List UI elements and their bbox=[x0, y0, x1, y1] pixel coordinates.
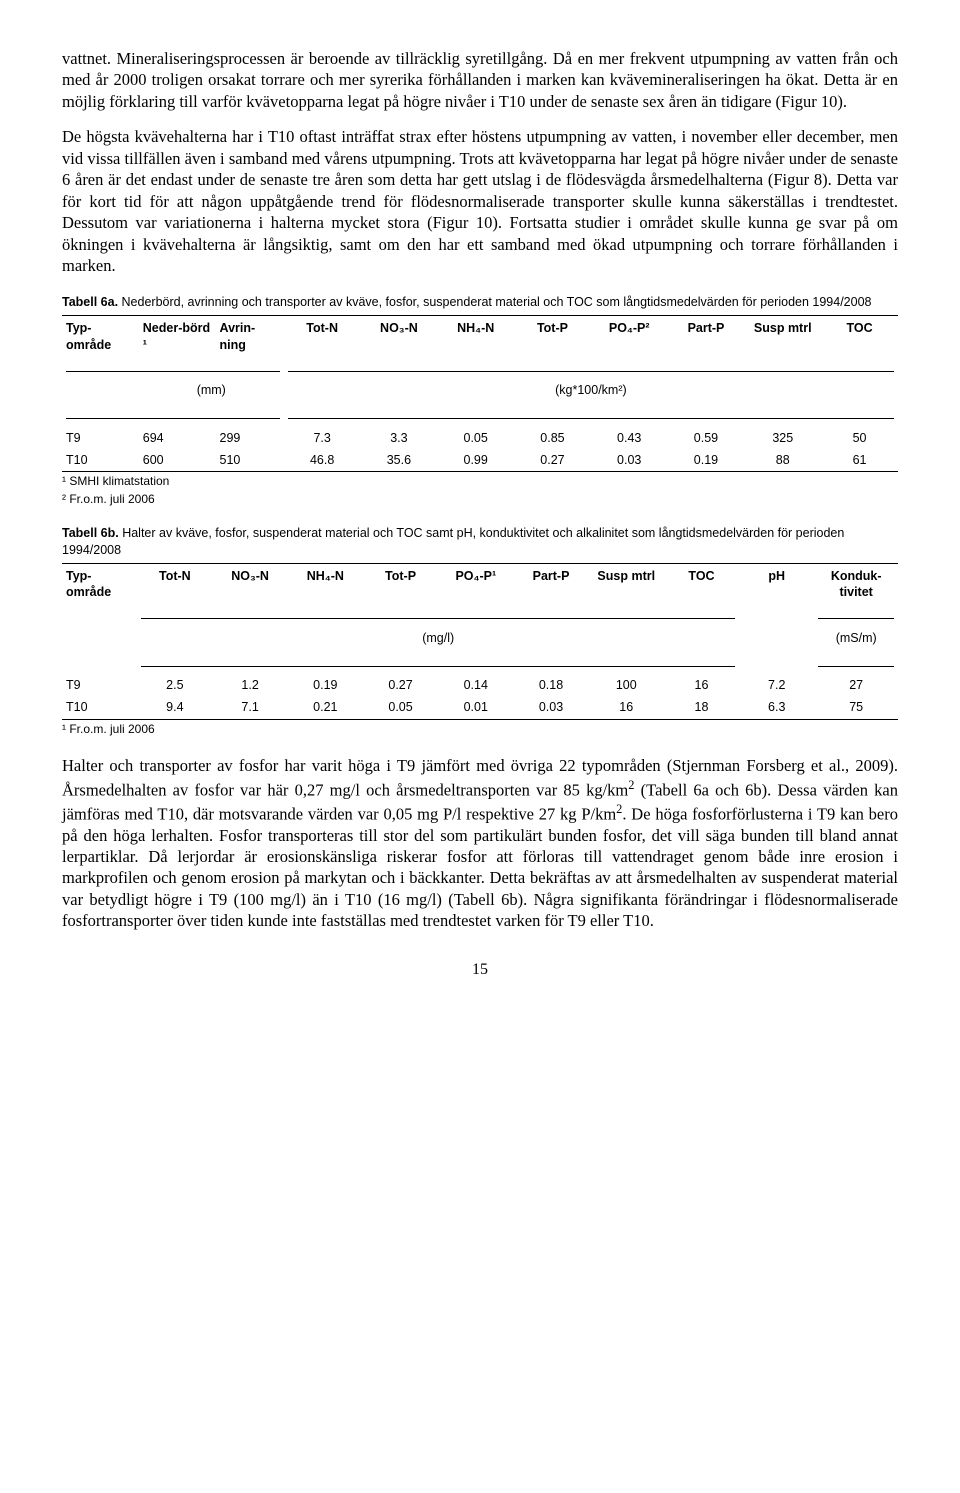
t6a-h8: Part-P bbox=[668, 316, 745, 357]
t6a-cell: 0.85 bbox=[514, 427, 591, 449]
t6b-cell: 75 bbox=[814, 696, 898, 719]
t6a-cell: 299 bbox=[216, 427, 284, 449]
t6b-h6: Part-P bbox=[513, 563, 588, 604]
t6a-cell: 88 bbox=[744, 449, 821, 472]
table6b-caption: Tabell 6b. Halter av kväve, fosfor, susp… bbox=[62, 525, 898, 559]
t6a-cell: 0.43 bbox=[591, 427, 668, 449]
t6b-h4: Tot-P bbox=[363, 563, 438, 604]
t6a-h0: Typ-område bbox=[62, 316, 139, 357]
t6a-cell: 46.8 bbox=[284, 449, 361, 472]
t6b-cell: 7.1 bbox=[212, 696, 287, 719]
table6a-caption-bold: Tabell 6a. bbox=[62, 295, 118, 309]
t6b-cell: 0.03 bbox=[513, 696, 588, 719]
t6b-cell: T10 bbox=[62, 696, 137, 719]
paragraph-2: De högsta kvävehalterna har i T10 oftast… bbox=[62, 126, 898, 276]
t6b-footnote-1: ¹ Fr.o.m. juli 2006 bbox=[62, 722, 898, 738]
t6b-cell: 0.27 bbox=[363, 674, 438, 696]
t6b-cell: 27 bbox=[814, 674, 898, 696]
t6b-h2: NO₃-N bbox=[212, 563, 287, 604]
t6b-cell: 0.18 bbox=[513, 674, 588, 696]
t6a-h7: PO₄-P² bbox=[591, 316, 668, 357]
t6a-h5: NH₄-N bbox=[437, 316, 514, 357]
table-row: T10 600 510 46.8 35.6 0.99 0.27 0.03 0.1… bbox=[62, 449, 898, 472]
t6a-cell: T9 bbox=[62, 427, 139, 449]
t6a-h1: Neder-börd ¹ bbox=[139, 316, 216, 357]
t6b-h1: Tot-N bbox=[137, 563, 212, 604]
t6a-cell: 510 bbox=[216, 449, 284, 472]
t6a-h3: Tot-N bbox=[284, 316, 361, 357]
t6b-h7: Susp mtrl bbox=[589, 563, 664, 604]
t6a-cell: 600 bbox=[139, 449, 216, 472]
paragraph-3: Halter och transporter av fosfor har var… bbox=[62, 755, 898, 932]
t6a-unit-mm: (mm) bbox=[139, 379, 284, 404]
t6a-h4: NO₃-N bbox=[361, 316, 438, 357]
t6a-cell: 50 bbox=[821, 427, 898, 449]
t6b-cell: T9 bbox=[62, 674, 137, 696]
t6b-cell: 9.4 bbox=[137, 696, 212, 719]
t6a-cell: 61 bbox=[821, 449, 898, 472]
t6b-cell: 100 bbox=[589, 674, 664, 696]
t6a-cell: 0.19 bbox=[668, 449, 745, 472]
t6b-cell: 0.05 bbox=[363, 696, 438, 719]
t6a-cell: 694 bbox=[139, 427, 216, 449]
t6b-cell: 18 bbox=[664, 696, 739, 719]
t6b-cell: 7.2 bbox=[739, 674, 814, 696]
t6b-cell: 16 bbox=[589, 696, 664, 719]
table6a-caption-rest: Nederbörd, avrinning och transporter av … bbox=[118, 295, 871, 309]
t6b-cell: 0.21 bbox=[288, 696, 363, 719]
t6b-h5: PO₄-P¹ bbox=[438, 563, 513, 604]
t6b-h9: pH bbox=[739, 563, 814, 604]
t6b-h0: Typ-område bbox=[62, 563, 137, 604]
t6b-cell: 1.2 bbox=[212, 674, 287, 696]
t6a-h6: Tot-P bbox=[514, 316, 591, 357]
t6b-cell: 0.19 bbox=[288, 674, 363, 696]
t6a-h9: Susp mtrl bbox=[744, 316, 821, 357]
table6a-caption: Tabell 6a. Nederbörd, avrinning och tran… bbox=[62, 294, 898, 311]
t6b-h8: TOC bbox=[664, 563, 739, 604]
table6b-caption-rest: Halter av kväve, fosfor, suspenderat mat… bbox=[62, 526, 844, 557]
paragraph-1: vattnet. Mineraliseringsprocessen är ber… bbox=[62, 48, 898, 112]
t6b-unit-mgl: (mg/l) bbox=[137, 627, 739, 652]
t6b-unit-msm: (mS/m) bbox=[814, 627, 898, 652]
t6b-cell: 0.14 bbox=[438, 674, 513, 696]
t6a-cell: 35.6 bbox=[361, 449, 438, 472]
t6b-cell: 16 bbox=[664, 674, 739, 696]
page-number: 15 bbox=[62, 960, 898, 981]
t6a-cell: 0.05 bbox=[437, 427, 514, 449]
table-6a: Typ-område Neder-börd ¹ Avrin-ning Tot-N… bbox=[62, 315, 898, 472]
t6a-unit-kg: (kg*100/km²) bbox=[284, 379, 898, 404]
t6a-cell: 7.3 bbox=[284, 427, 361, 449]
t6b-cell: 6.3 bbox=[739, 696, 814, 719]
t6a-footnote-2: ² Fr.o.m. juli 2006 bbox=[62, 492, 898, 508]
t6a-cell: 0.27 bbox=[514, 449, 591, 472]
t6a-h10: TOC bbox=[821, 316, 898, 357]
t6a-cell: 325 bbox=[744, 427, 821, 449]
table-6b: Typ-område Tot-N NO₃-N NH₄-N Tot-P PO₄-P… bbox=[62, 563, 898, 720]
t6a-cell: T10 bbox=[62, 449, 139, 472]
table-row: T9 2.5 1.2 0.19 0.27 0.14 0.18 100 16 7.… bbox=[62, 674, 898, 696]
t6a-footnote-1: ¹ SMHI klimatstation bbox=[62, 474, 898, 490]
table-row: T9 694 299 7.3 3.3 0.05 0.85 0.43 0.59 3… bbox=[62, 427, 898, 449]
t6b-h10: Konduk-tivitet bbox=[814, 563, 898, 604]
table6b-caption-bold: Tabell 6b. bbox=[62, 526, 119, 540]
t6b-h3: NH₄-N bbox=[288, 563, 363, 604]
table-row: T10 9.4 7.1 0.21 0.05 0.01 0.03 16 18 6.… bbox=[62, 696, 898, 719]
t6b-cell: 0.01 bbox=[438, 696, 513, 719]
t6a-cell: 0.03 bbox=[591, 449, 668, 472]
t6b-cell: 2.5 bbox=[137, 674, 212, 696]
t6a-cell: 0.59 bbox=[668, 427, 745, 449]
t6a-cell: 3.3 bbox=[361, 427, 438, 449]
t6a-cell: 0.99 bbox=[437, 449, 514, 472]
t6a-h2: Avrin-ning bbox=[216, 316, 284, 357]
